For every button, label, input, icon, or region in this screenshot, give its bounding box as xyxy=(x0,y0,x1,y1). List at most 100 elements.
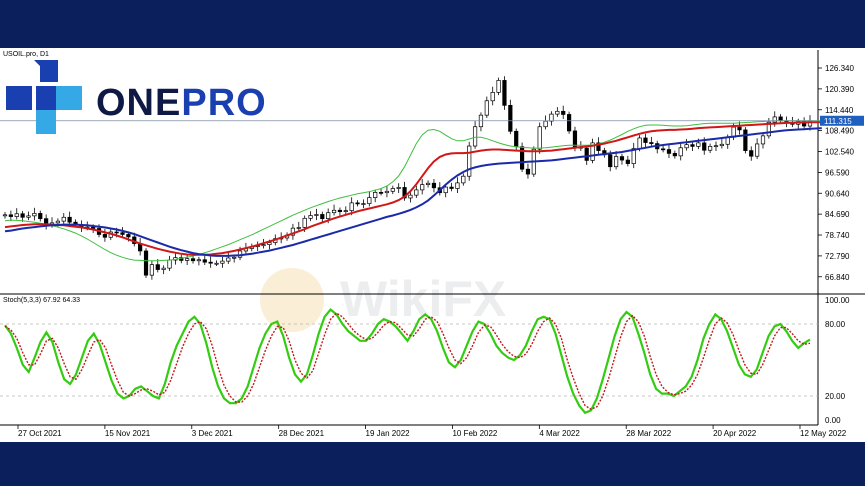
candle xyxy=(337,209,343,212)
date-labels: 27 Oct 2021 15 Nov 2021 3 Dec 2021 28 Dec 2… xyxy=(17,425,847,438)
candle xyxy=(26,215,31,218)
candle xyxy=(20,213,25,218)
candle xyxy=(772,116,777,123)
candle xyxy=(467,145,472,177)
candle xyxy=(261,244,266,247)
candle xyxy=(549,113,554,122)
candle xyxy=(38,213,43,220)
date-label: 12 May 2022 xyxy=(800,429,847,438)
candle xyxy=(743,129,748,151)
candle xyxy=(702,142,707,151)
date-label: 3 Dec 2021 xyxy=(192,429,233,438)
candle xyxy=(572,130,578,148)
chart-svg: WikiFX 126.340 120.390 114.440 108.490 102.5… xyxy=(0,48,865,442)
candle xyxy=(32,213,37,217)
candle xyxy=(8,214,13,217)
candle xyxy=(396,187,401,189)
date-label: 19 Jan 2022 xyxy=(366,429,411,438)
candle xyxy=(402,187,407,199)
price-pane: 126.340 120.390 114.440 108.490 102.540 96.59… xyxy=(0,50,865,295)
candle xyxy=(226,257,231,262)
candle xyxy=(555,110,560,115)
candle xyxy=(55,220,60,224)
stoch-signal-line xyxy=(4,312,811,410)
price-tick-label: 102.540 xyxy=(825,148,854,157)
candle xyxy=(208,261,213,264)
price-tick-label: 96.590 xyxy=(825,168,850,177)
date-label: 27 Oct 2021 xyxy=(18,429,62,438)
price-tick-label: 120.390 xyxy=(825,85,854,94)
watermark: WikiFX xyxy=(260,268,506,332)
candle xyxy=(455,182,460,189)
ma-fast-line xyxy=(4,120,822,262)
candle xyxy=(361,203,366,205)
candle xyxy=(91,226,96,229)
candle xyxy=(373,192,378,198)
stoch-tick-label: 20.00 xyxy=(825,392,846,401)
stoch-tick-label: 0.00 xyxy=(825,416,841,425)
candle xyxy=(102,234,107,238)
candle xyxy=(631,148,636,164)
candle xyxy=(590,142,595,161)
candle xyxy=(537,126,542,150)
candle xyxy=(684,144,689,149)
candle xyxy=(496,80,501,93)
candle xyxy=(343,210,348,212)
date-label: 10 Feb 2022 xyxy=(452,429,497,438)
candle xyxy=(661,148,666,151)
price-tick-label: 84.690 xyxy=(825,210,850,219)
onepro-wordmark: ONEPRO xyxy=(96,82,267,125)
candle xyxy=(290,227,296,236)
wordmark-pro: PRO xyxy=(181,82,267,124)
candle xyxy=(625,159,630,164)
candle xyxy=(314,214,319,216)
candle xyxy=(302,217,307,228)
candle xyxy=(349,202,354,211)
date-label: 28 Mar 2022 xyxy=(626,429,671,438)
candle xyxy=(431,182,437,189)
candle xyxy=(608,154,613,168)
candle xyxy=(296,227,301,229)
candle xyxy=(390,188,395,192)
candle xyxy=(214,262,219,265)
candle xyxy=(425,182,431,185)
candle xyxy=(443,186,448,194)
candle xyxy=(420,184,425,191)
candle xyxy=(326,212,331,220)
candle xyxy=(461,175,466,184)
candle xyxy=(155,264,160,270)
candle xyxy=(490,92,495,102)
candle xyxy=(114,231,119,234)
candle xyxy=(719,143,724,147)
stoch-pane: 100.00 80.00 20.00 0.00 Stoch(5,3,3) 67.92 … xyxy=(0,294,850,426)
candle xyxy=(355,202,360,205)
price-tick-label: 90.640 xyxy=(825,189,850,198)
candle xyxy=(126,234,131,238)
top-band xyxy=(0,0,865,48)
candle xyxy=(472,126,478,147)
stoch-label: Stoch(5,3,3) 67.92 64.33 xyxy=(3,297,80,304)
date-label: 4 Mar 2022 xyxy=(539,429,580,438)
candle xyxy=(755,143,760,157)
candle xyxy=(61,216,66,222)
price-tick-label: 72.790 xyxy=(825,252,850,261)
symbol-label: USOIL.pro, D1 xyxy=(3,51,49,58)
candle xyxy=(649,142,654,144)
candle xyxy=(596,142,601,151)
price-tick-label: 126.340 xyxy=(825,64,854,73)
chart-panel: WikiFX 126.340 120.390 114.440 108.490 102.5… xyxy=(0,48,865,442)
candle xyxy=(202,259,207,263)
candle xyxy=(678,147,683,157)
candle xyxy=(320,214,325,220)
date-label: 28 Dec 2021 xyxy=(279,429,325,438)
candle xyxy=(778,116,783,122)
candle xyxy=(484,100,489,116)
candle xyxy=(190,258,196,262)
date-label: 15 Nov 2021 xyxy=(105,429,151,438)
ma-slow-line xyxy=(4,127,822,257)
bottom-band xyxy=(0,442,865,486)
candle xyxy=(367,197,372,204)
price-tick-label: 114.440 xyxy=(825,106,854,115)
candle xyxy=(414,189,419,196)
stoch-tick-label: 80.00 xyxy=(825,320,846,329)
